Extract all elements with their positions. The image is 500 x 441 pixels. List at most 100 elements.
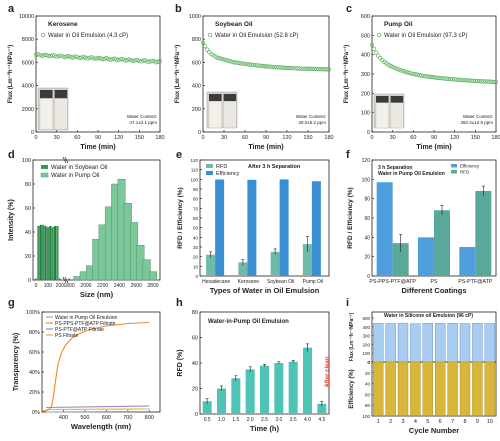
panel-a-point — [46, 53, 51, 59]
panel-e-xtick-label: Soybean Oil — [267, 279, 294, 285]
panel-f-ytick-label: 20 — [364, 255, 370, 261]
panel-b-point — [274, 65, 279, 70]
panel-c-point — [462, 78, 468, 83]
panel-b-point — [236, 60, 241, 66]
panel-d-bar-soybean — [51, 227, 54, 280]
panel-d-break — [64, 276, 69, 284]
panel-h-ytick-label: 60 — [192, 336, 198, 342]
panel-c-point — [458, 77, 463, 83]
panel-c-point — [469, 78, 474, 83]
panel-g-series-line — [46, 405, 150, 409]
panel-h-bar — [231, 378, 241, 414]
panel-a-inset-photo-cap — [54, 90, 68, 99]
panel-f-xtick-label: PS — [430, 279, 438, 285]
panel-c-ylabel: Flux (Lm⁻²h⁻¹MPa⁻¹) — [343, 45, 350, 104]
panel-a-point — [122, 58, 127, 63]
panel-i-xtick-label: 5 — [426, 419, 429, 425]
panel-b-inset-photo-cap — [223, 94, 237, 102]
panel-c-point — [374, 50, 379, 55]
panel-a-inset-title: Water Content: — [127, 114, 157, 119]
panel-label-c: c — [346, 3, 352, 15]
panel-c-point — [384, 61, 389, 66]
panel-a-ytick-label: 8000 — [22, 37, 34, 43]
panel-g-legend-label: PS-PTF@ATP Filtrate — [55, 327, 104, 333]
panel-e-ytick-label: 80 — [193, 197, 199, 202]
panel-g-legend-label: Water in Pump Oil Emulsion — [55, 315, 118, 321]
panel-f-ylabel: RFD / Efficiency (%) — [347, 187, 354, 248]
panel-i-bar-flux — [435, 323, 446, 363]
panel-a-point — [44, 52, 49, 57]
panel-d-xlabel: Size (nm) — [80, 290, 114, 299]
panel-h-xtick-label: 0.5 — [204, 417, 211, 423]
panel-d-bar-soybean — [42, 224, 45, 280]
panel-c-xtick-label: 0 — [370, 135, 373, 141]
panel-f-ytick-label: 60 — [364, 216, 370, 222]
panel-b-xtick-label: 180 — [324, 135, 333, 141]
panel-d-xtick-label: 2400 — [114, 283, 125, 289]
panel-b-point — [207, 49, 212, 55]
panel-c-point — [382, 59, 387, 65]
panel-i-bar-efficiency — [484, 361, 495, 416]
panel-a-xtick-label: 150 — [135, 135, 144, 141]
panel-c-xtick-label: 150 — [471, 135, 480, 141]
panel-e-ylabel: RFD / Efficiency (%) — [177, 187, 184, 248]
panel-b-point — [200, 40, 206, 45]
panel-b-point — [293, 66, 298, 71]
panel-c-point — [371, 46, 377, 51]
panel-c-title: Pump Oil — [384, 21, 413, 28]
panel-e-xtick-label: Hexadecane — [202, 279, 230, 285]
panel-c-xtick-label: 180 — [491, 135, 500, 141]
panel-d-xtick-label: 1800 — [64, 283, 75, 289]
panel-label-f: f — [346, 149, 350, 161]
panel-f-ytick-label: 80 — [364, 197, 370, 203]
panel-b-point — [303, 66, 309, 71]
panel-f-bar-rfd — [475, 190, 492, 276]
panel-h-bar — [288, 361, 298, 414]
panel-b-point — [242, 61, 248, 66]
panel-f-ytick-label: 40 — [364, 235, 370, 241]
panel-b-point — [305, 66, 311, 71]
panel-h-ylabel: RFD (%) — [177, 349, 184, 376]
panel-e-ytick-label: 10 — [193, 264, 199, 269]
panel-label-g: g — [8, 297, 15, 309]
panel-d-xtick-label: 2600 — [131, 283, 142, 289]
panel-c-ytick-label: 600 — [361, 14, 370, 20]
panel-i-xtick-label: 2 — [389, 419, 392, 425]
panel-a-ytick-label: 0 — [31, 130, 34, 136]
panel-a-inset-photo-cap — [40, 90, 53, 99]
panel-a-point — [83, 55, 88, 60]
panel-e-ytick-label: 60 — [193, 216, 199, 221]
panel-g-series-line — [46, 410, 150, 413]
panel-c-inset-photo-vial — [390, 102, 404, 129]
panel-i-ylabel-top: Flux (Lm⁻²h⁻¹MPa⁻¹) — [349, 312, 355, 361]
panel-c-point — [467, 78, 472, 83]
panel-c-legend-label: Water in Oil Emulsion (97.3 cP) — [384, 33, 467, 39]
panel-a-point — [97, 55, 103, 61]
panel-label-h: h — [176, 297, 183, 309]
panel-a-point — [139, 59, 144, 64]
panel-b-point — [205, 47, 210, 52]
panel-g-ylabel: Transparency (%) — [13, 333, 20, 391]
panel-e-legend-swatch-1 — [206, 164, 213, 168]
panel-h-annotation: After clean — [325, 356, 331, 387]
panel-e-ytick-label: 120 — [190, 158, 198, 163]
panel-a-point — [71, 55, 76, 60]
panel-b-point — [287, 65, 292, 71]
panel-c-ytick-label: 400 — [361, 53, 370, 59]
panel-b-legend-marker — [207, 32, 213, 38]
panel-a-point — [153, 60, 158, 65]
panel-b-point — [291, 66, 296, 71]
panel-e-legend-label: Efficiency — [216, 171, 240, 177]
panel-i-top-ytick-label: 200 — [362, 342, 370, 347]
panel-e-ytick-label: 50 — [193, 226, 199, 231]
panel-h-bar — [303, 347, 312, 414]
panel-h-bar — [245, 369, 255, 414]
panel-h-ytick-label: 40 — [192, 361, 198, 367]
panel-i-bar-efficiency — [447, 361, 458, 416]
panel-a-xlabel: Time (min) — [80, 144, 115, 151]
panel-f-legend-swatch-1 — [451, 164, 457, 168]
panel-i-bar-efficiency — [472, 361, 483, 416]
panel-c-inset-value: 392.4±12.6 ppm — [461, 120, 494, 125]
panel-a-point — [128, 57, 134, 63]
panel-c-point — [440, 76, 445, 81]
